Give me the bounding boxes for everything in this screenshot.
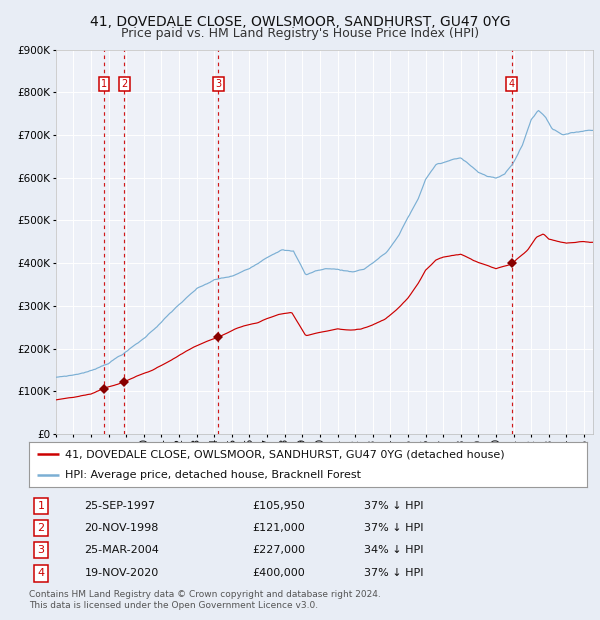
Text: HPI: Average price, detached house, Bracknell Forest: HPI: Average price, detached house, Brac… bbox=[65, 469, 361, 480]
Text: 4: 4 bbox=[38, 569, 44, 578]
Text: 3: 3 bbox=[38, 546, 44, 556]
Text: 3: 3 bbox=[215, 79, 221, 89]
Text: £400,000: £400,000 bbox=[252, 569, 305, 578]
Text: £121,000: £121,000 bbox=[252, 523, 305, 533]
Text: 19-NOV-2020: 19-NOV-2020 bbox=[85, 569, 159, 578]
Text: 37% ↓ HPI: 37% ↓ HPI bbox=[364, 569, 423, 578]
Text: 20-NOV-1998: 20-NOV-1998 bbox=[85, 523, 159, 533]
Text: £227,000: £227,000 bbox=[252, 546, 305, 556]
Text: 34% ↓ HPI: 34% ↓ HPI bbox=[364, 546, 423, 556]
Text: Price paid vs. HM Land Registry's House Price Index (HPI): Price paid vs. HM Land Registry's House … bbox=[121, 27, 479, 40]
Text: 41, DOVEDALE CLOSE, OWLSMOOR, SANDHURST, GU47 0YG (detached house): 41, DOVEDALE CLOSE, OWLSMOOR, SANDHURST,… bbox=[65, 449, 505, 459]
Text: 25-MAR-2004: 25-MAR-2004 bbox=[85, 546, 160, 556]
Text: 37% ↓ HPI: 37% ↓ HPI bbox=[364, 523, 423, 533]
Text: £105,950: £105,950 bbox=[252, 501, 305, 511]
Text: 2: 2 bbox=[121, 79, 127, 89]
Text: 2: 2 bbox=[38, 523, 44, 533]
Text: Contains HM Land Registry data © Crown copyright and database right 2024.
This d: Contains HM Land Registry data © Crown c… bbox=[29, 590, 380, 609]
Text: 41, DOVEDALE CLOSE, OWLSMOOR, SANDHURST, GU47 0YG: 41, DOVEDALE CLOSE, OWLSMOOR, SANDHURST,… bbox=[89, 16, 511, 30]
Text: 37% ↓ HPI: 37% ↓ HPI bbox=[364, 501, 423, 511]
Text: 1: 1 bbox=[38, 501, 44, 511]
Text: 25-SEP-1997: 25-SEP-1997 bbox=[85, 501, 156, 511]
Text: 4: 4 bbox=[509, 79, 515, 89]
Text: 1: 1 bbox=[101, 79, 107, 89]
